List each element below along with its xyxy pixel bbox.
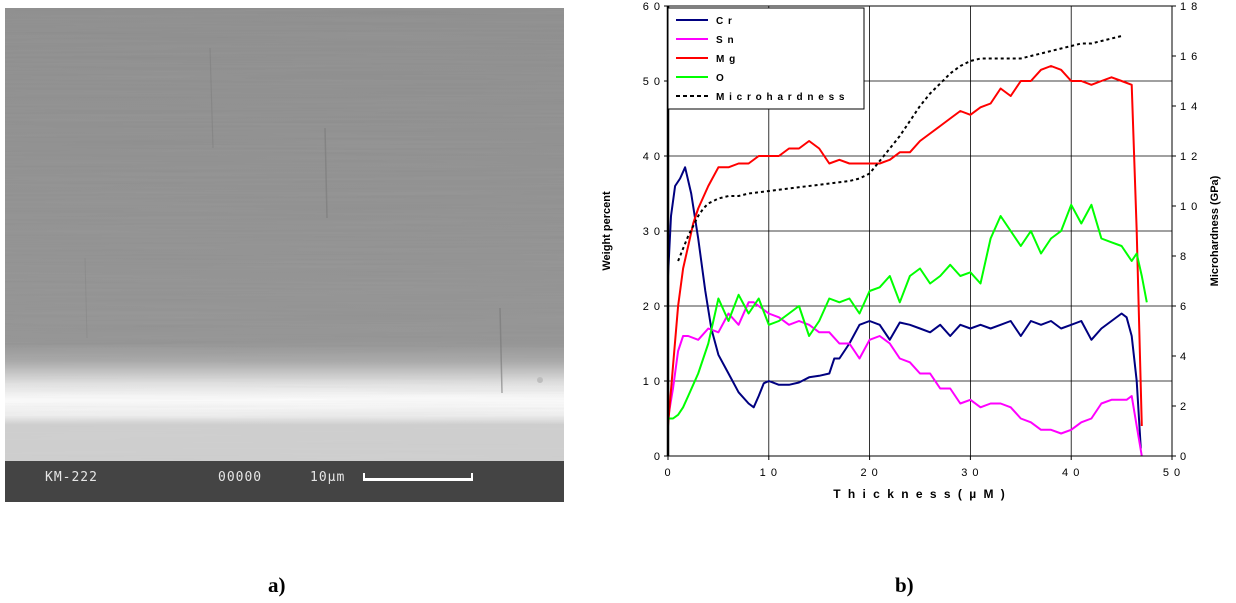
composition-profile-chart: 0 1 0 2 0 3 0 4 0 5 0 6 0 0 1 0 2 0 3 0 4 0 5 0 0 2 4 6 8… [601, 1, 1221, 501]
y2-tick-label: 0 [1180, 451, 1187, 463]
y2-tick-label: 6 [1180, 301, 1187, 313]
legend-label-microhardness: M i c r o h a r d n e s s [716, 92, 845, 103]
panel-label-a: a) [268, 573, 286, 597]
series-line-o [668, 203, 1148, 420]
legend-label-mg: M g [716, 54, 736, 65]
x-tick-label: 0 [664, 467, 671, 479]
y-tick-label: 1 0 [643, 376, 661, 388]
series-line-mg [667, 65, 1143, 427]
y-tick-label: 5 0 [643, 76, 661, 88]
legend-label-cr: C r [716, 16, 733, 27]
x-tick-label: 4 0 [1062, 467, 1080, 479]
sem-scale-bar-end-left [363, 473, 365, 481]
sem-sample-label: KM-222 [45, 470, 98, 485]
ticks-layer: 0 1 0 2 0 3 0 4 0 5 0 6 0 0 1 0 2 0 3 0 4 0 5 0 0 2 4 6 8… [643, 1, 1198, 479]
y-axis-title: Weight percent [601, 191, 613, 271]
y-tick-label: 6 0 [643, 1, 661, 13]
panel-label-b: b) [895, 573, 914, 597]
sem-scale-bar-end-right [471, 473, 473, 481]
x-tick-label: 5 0 [1163, 467, 1181, 479]
x-tick-label: 3 0 [961, 467, 979, 479]
legend-label-sn: S n [716, 35, 735, 46]
y2-tick-label: 4 [1180, 351, 1187, 363]
y2-tick-label: 1 0 [1180, 201, 1198, 213]
legend-label-o: O [716, 73, 725, 84]
y-tick-label: 4 0 [643, 151, 661, 163]
sem-scale-bar [363, 478, 473, 481]
y2-tick-label: 1 2 [1180, 151, 1198, 163]
y-tick-label: 3 0 [643, 226, 661, 238]
series-line-sn [667, 301, 1143, 457]
y2-tick-label: 1 8 [1180, 1, 1198, 13]
series-layer [667, 35, 1148, 457]
chart-legend: C r S n M g O M i c r o h a r d n e s s [667, 7, 865, 110]
y-tick-label: 0 [654, 451, 661, 463]
y2-axis-title: Microhardness (GPa) [1209, 175, 1221, 286]
sem-micrograph-panel: KM-222 00000 10µm [5, 8, 564, 502]
y2-tick-label: 8 [1180, 251, 1187, 263]
sem-image-number: 00000 [218, 470, 263, 485]
y2-tick-label: 2 [1180, 401, 1187, 413]
y2-tick-label: 1 6 [1180, 51, 1198, 63]
x-tick-label: 2 0 [860, 467, 878, 479]
x-axis-title: T h i c k n e s s ( µ M ) [833, 487, 1007, 501]
sem-scale-label: 10µm [310, 470, 346, 485]
sem-micrograph-image [5, 8, 564, 502]
series-line-cr [667, 166, 1142, 449]
y-tick-label: 2 0 [643, 301, 661, 313]
y2-tick-label: 1 4 [1180, 101, 1198, 113]
x-tick-label: 1 0 [760, 467, 778, 479]
